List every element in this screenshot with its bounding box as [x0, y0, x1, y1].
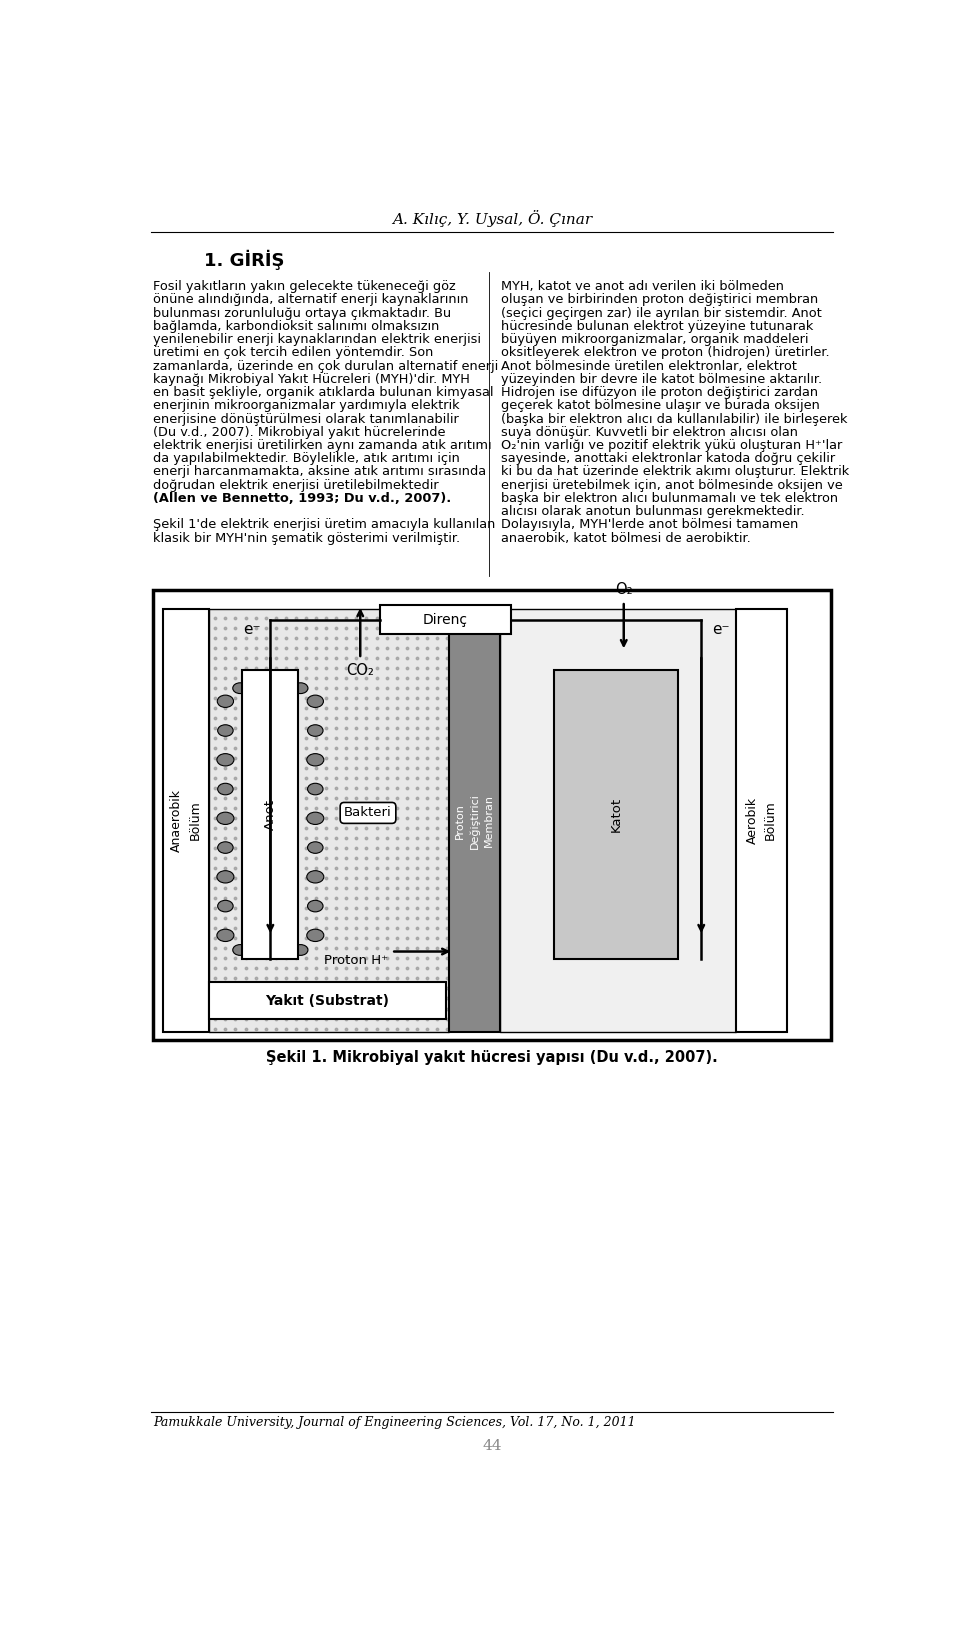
Ellipse shape	[217, 929, 234, 942]
Bar	[500, 609, 736, 1032]
Text: Bakteri: Bakteri	[344, 806, 392, 819]
Text: enerjisine dönüştürülmesi olarak tanımlanabilir: enerjisine dönüştürülmesi olarak tanımla…	[154, 412, 459, 425]
Text: önüne alındığında, alternatif enerji kaynaklarının: önüne alındığında, alternatif enerji kay…	[154, 294, 468, 307]
Bar	[379, 606, 512, 635]
Ellipse shape	[217, 812, 234, 824]
Text: Aerobik
Bölüm: Aerobik Bölüm	[746, 798, 777, 843]
Ellipse shape	[217, 871, 234, 883]
Text: MYH, katot ve anot adı verilen iki bölmeden: MYH, katot ve anot adı verilen iki bölme…	[501, 281, 784, 294]
Ellipse shape	[218, 842, 233, 853]
Text: bağlamda, karbondioksit salınımı olmaksızın: bağlamda, karbondioksit salınımı olmaksı…	[154, 320, 440, 333]
Text: CO₂: CO₂	[347, 663, 374, 678]
Text: Direnç: Direnç	[423, 612, 468, 627]
Text: Proton H⁺: Proton H⁺	[324, 955, 389, 967]
Text: geçerek katot bölmesine ulaşır ve burada oksijen: geçerek katot bölmesine ulaşır ve burada…	[501, 399, 820, 412]
Ellipse shape	[307, 929, 324, 942]
Text: başka bir elektron alıcı bulunmamalı ve tek elektron: başka bir elektron alıcı bulunmamalı ve …	[501, 492, 838, 505]
Ellipse shape	[218, 725, 233, 737]
Bar	[736, 609, 786, 1032]
Ellipse shape	[293, 683, 308, 694]
Ellipse shape	[307, 871, 324, 883]
Text: Yakıt (Substrat): Yakıt (Substrat)	[265, 994, 390, 1008]
Text: enerji harcanmamakta, aksine atık arıtımı sırasında: enerji harcanmamakta, aksine atık arıtım…	[154, 466, 487, 479]
Text: Katot: Katot	[610, 798, 622, 832]
Text: Hidrojen ise difüzyon ile proton değiştirici zardan: Hidrojen ise difüzyon ile proton değişti…	[501, 386, 819, 399]
Bar	[554, 671, 678, 960]
Ellipse shape	[232, 945, 248, 955]
Text: doğrudan elektrik enerjisi üretilebilmektedir: doğrudan elektrik enerjisi üretilebilmek…	[154, 479, 439, 492]
Text: üretimi en çok tercih edilen yöntemdir. Son: üretimi en çok tercih edilen yöntemdir. …	[154, 346, 434, 359]
Text: Şekil 1'de elektrik enerjisi üretim amacıyla kullanılan: Şekil 1'de elektrik enerjisi üretim amac…	[154, 519, 495, 532]
Text: hücresinde bulunan elektrot yüzeyine tutunarak: hücresinde bulunan elektrot yüzeyine tut…	[501, 320, 814, 333]
Ellipse shape	[307, 901, 324, 912]
Text: e⁻: e⁻	[712, 622, 730, 637]
Ellipse shape	[307, 783, 324, 794]
Text: O₂: O₂	[615, 583, 633, 597]
Bar	[449, 609, 500, 1032]
Text: (seçici geçirgen zar) ile ayrılan bir sistemdir. Anot: (seçici geçirgen zar) ile ayrılan bir si…	[501, 307, 822, 320]
Bar	[154, 589, 830, 1040]
Text: zamanlarda, üzerinde en çok durulan alternatif enerji: zamanlarda, üzerinde en çok durulan alte…	[154, 359, 498, 373]
Text: A. Kılıç, Y. Uysal, Ö. Çınar: A. Kılıç, Y. Uysal, Ö. Çınar	[392, 210, 592, 226]
Text: (Allen ve Bennetto, 1993; Du v.d., 2007).: (Allen ve Bennetto, 1993; Du v.d., 2007)…	[154, 492, 451, 505]
Text: oluşan ve birbirinden proton değiştirici membran: oluşan ve birbirinden proton değiştirici…	[501, 294, 819, 307]
Ellipse shape	[307, 753, 324, 766]
Text: enerjisi üretebilmek için, anot bölmesinde oksijen ve: enerjisi üretebilmek için, anot bölmesin…	[501, 479, 843, 492]
Text: ki bu da hat üzerinde elektrik akımı oluşturur. Elektrik: ki bu da hat üzerinde elektrik akımı olu…	[501, 466, 850, 479]
Ellipse shape	[232, 683, 248, 694]
Ellipse shape	[217, 696, 233, 707]
Ellipse shape	[262, 945, 278, 955]
Ellipse shape	[218, 901, 233, 912]
Text: Anot bölmesinde üretilen elektronlar, elektrot: Anot bölmesinde üretilen elektronlar, el…	[501, 359, 797, 373]
Ellipse shape	[218, 783, 233, 794]
Text: enerjinin mikroorganizmalar yardımıyla elektrik: enerjinin mikroorganizmalar yardımıyla e…	[154, 399, 460, 412]
Text: 1. GİRİŞ: 1. GİRİŞ	[204, 249, 284, 271]
Text: sayesinde, anottaki elektronlar katoda doğru çekilir: sayesinde, anottaki elektronlar katoda d…	[501, 453, 835, 466]
Text: e⁻: e⁻	[243, 622, 260, 637]
Text: (başka bir elektron alıcı da kullanılabilir) ile birleşerek: (başka bir elektron alıcı da kullanılabi…	[501, 412, 848, 425]
Text: O₂'nin varlığı ve pozitif elektrik yükü oluşturan H⁺'lar: O₂'nin varlığı ve pozitif elektrik yükü …	[501, 440, 843, 451]
Ellipse shape	[307, 812, 324, 824]
Ellipse shape	[307, 725, 324, 737]
Bar	[209, 609, 449, 1032]
Text: elektrik enerjisi üretilirken aynı zamanda atık arıtımı: elektrik enerjisi üretilirken aynı zaman…	[154, 440, 492, 451]
Text: en basit şekliyle, organik atıklarda bulunan kimyasal: en basit şekliyle, organik atıklarda bul…	[154, 386, 493, 399]
Text: klasik bir MYH'nin şematik gösterimi verilmiştir.: klasik bir MYH'nin şematik gösterimi ver…	[154, 532, 461, 545]
Text: Anot: Anot	[264, 799, 276, 830]
Bar	[243, 671, 299, 960]
Ellipse shape	[307, 842, 324, 853]
Text: oksitleyerek elektron ve proton (hidrojen) üretirler.: oksitleyerek elektron ve proton (hidroje…	[501, 346, 830, 359]
Text: Anaerobik
Bölüm: Anaerobik Bölüm	[170, 789, 202, 852]
Ellipse shape	[307, 696, 324, 707]
Text: 44: 44	[482, 1439, 502, 1452]
Text: Proton
Değiştirici
Membran: Proton Değiştirici Membran	[455, 793, 494, 848]
Text: bulunması zorunluluğu ortaya çıkmaktadır. Bu: bulunması zorunluluğu ortaya çıkmaktadır…	[154, 307, 451, 320]
Text: büyüyen mikroorganizmalar, organik maddeleri: büyüyen mikroorganizmalar, organik madde…	[501, 333, 808, 346]
Ellipse shape	[262, 683, 278, 694]
Text: (Du v.d., 2007). Mikrobiyal yakıt hücrelerinde: (Du v.d., 2007). Mikrobiyal yakıt hücrel…	[154, 425, 445, 438]
Text: da yapılabilmektedir. Böylelikle, atık arıtımı için: da yapılabilmektedir. Böylelikle, atık a…	[154, 453, 460, 466]
Text: yenilenebilir enerji kaynaklarından elektrik enerjisi: yenilenebilir enerji kaynaklarından elek…	[154, 333, 481, 346]
Text: anaerobik, katot bölmesi de aerobiktir.: anaerobik, katot bölmesi de aerobiktir.	[501, 532, 751, 545]
Text: Şekil 1. Mikrobiyal yakıt hücresi yapısı (Du v.d., 2007).: Şekil 1. Mikrobiyal yakıt hücresi yapısı…	[266, 1050, 718, 1065]
Text: kaynağı Mikrobiyal Yakıt Hücreleri (MYH)'dir. MYH: kaynağı Mikrobiyal Yakıt Hücreleri (MYH)…	[154, 373, 470, 386]
Text: Fosil yakıtların yakın gelecekte tükeneceği göz: Fosil yakıtların yakın gelecekte tükenec…	[154, 281, 456, 294]
Text: Dolayısıyla, MYH'lerde anot bölmesi tamamen: Dolayısıyla, MYH'lerde anot bölmesi tama…	[501, 519, 799, 532]
Ellipse shape	[293, 945, 308, 955]
Ellipse shape	[217, 753, 234, 766]
Bar	[209, 983, 445, 1019]
Text: Pamukkale University, Journal of Engineering Sciences, Vol. 17, No. 1, 2011: Pamukkale University, Journal of Enginee…	[154, 1416, 636, 1429]
Bar	[162, 609, 209, 1032]
Text: suya dönüşür. Kuvvetli bir elektron alıcısı olan: suya dönüşür. Kuvvetli bir elektron alıc…	[501, 425, 799, 438]
Text: yüzeyinden bir devre ile katot bölmesine aktarılır.: yüzeyinden bir devre ile katot bölmesine…	[501, 373, 823, 386]
Text: alıcısı olarak anotun bulunması gerekmektedir.: alıcısı olarak anotun bulunması gerekmek…	[501, 505, 804, 519]
